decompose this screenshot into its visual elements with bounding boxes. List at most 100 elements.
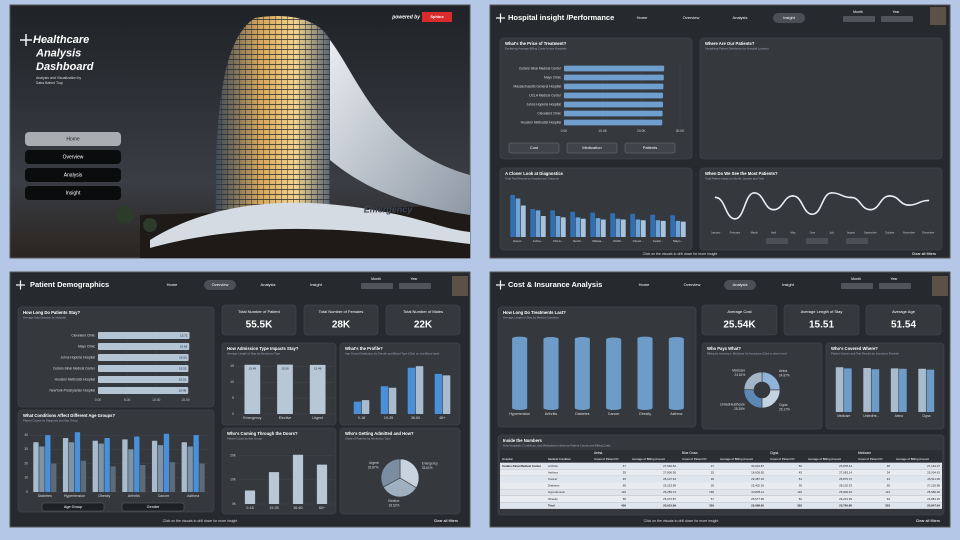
filter-dropdown[interactable] <box>841 283 873 289</box>
nav-button-bg[interactable] <box>25 168 121 182</box>
nav-button[interactable]: Insight <box>66 190 81 196</box>
bar <box>575 217 581 237</box>
line-point <box>830 191 833 194</box>
clear-filters[interactable]: Clear all filters <box>434 519 458 523</box>
toggle-button[interactable] <box>566 142 618 154</box>
bar <box>110 466 116 492</box>
table-cell: 18,605.95 <box>751 470 764 474</box>
filter-dropdown[interactable] <box>399 283 431 289</box>
table-cell: 47 <box>623 464 627 468</box>
table-cell: 57 <box>711 497 715 501</box>
table-cell: 51 <box>799 477 803 481</box>
table-cell: 27,806.95 <box>663 470 676 474</box>
bar <box>380 386 389 414</box>
table-cell: 34 <box>887 470 891 474</box>
toggle-label[interactable]: Medication <box>582 145 601 150</box>
x-tick-label: Elective <box>279 416 292 420</box>
powered-by: powered by <box>391 14 420 20</box>
filter-dropdown[interactable] <box>843 16 875 22</box>
nav-button[interactable]: Home <box>167 282 178 287</box>
bar <box>844 368 852 412</box>
filter-dropdown[interactable] <box>881 16 913 22</box>
kpi-label: Total Number of Males <box>403 309 443 314</box>
bar <box>187 446 193 492</box>
bar <box>899 368 907 412</box>
nav-button-bg[interactable] <box>25 186 121 200</box>
nav-button[interactable]: Insight <box>782 282 795 287</box>
bar <box>570 211 576 237</box>
x-tick-label: Arthritis <box>128 494 140 498</box>
cover-title: Dashboard <box>36 61 94 73</box>
kpi-value: 28K <box>332 320 351 331</box>
nav-button[interactable]: Home <box>639 282 650 287</box>
table-cell: 116 <box>797 490 802 494</box>
table-cell: 55 <box>623 470 627 474</box>
filter-dropdown[interactable] <box>361 283 393 289</box>
x-tick-label: Johns... <box>533 239 544 243</box>
bar <box>169 462 176 492</box>
y-tick-label: 30 <box>24 447 28 451</box>
x-tick-label: Medicare <box>837 414 850 418</box>
nav-button[interactable]: Overview <box>683 15 700 20</box>
x-tick-label: 60+ <box>319 506 325 510</box>
x-tick-label: 19-35 <box>384 416 393 420</box>
x-tick-label: April <box>771 231 777 235</box>
bar <box>515 198 521 237</box>
nav-button[interactable]: Overview <box>212 282 229 287</box>
data-label: 15.52 <box>179 366 187 370</box>
nav-button[interactable]: Analysis <box>733 15 748 20</box>
toggle-label[interactable]: Gender <box>147 505 160 509</box>
bar <box>244 490 256 504</box>
toggle-label[interactable]: Cost <box>530 145 539 150</box>
bar <box>151 440 158 492</box>
x-tick-label: November <box>903 231 915 235</box>
nav-button[interactable]: Analysis <box>64 172 83 178</box>
clear-filters[interactable]: Clear all filters <box>916 519 940 523</box>
nav-button[interactable]: Home <box>637 15 648 20</box>
toggle-label[interactable]: Patients <box>643 145 657 150</box>
period-button[interactable] <box>806 238 828 244</box>
nav-button[interactable]: Insight <box>783 15 796 20</box>
bar <box>39 446 45 492</box>
bar <box>564 83 664 90</box>
nav-button[interactable]: Insight <box>310 282 323 287</box>
toggle-button[interactable] <box>624 142 676 154</box>
table-column-header: Average of Billing Amount <box>896 457 929 461</box>
table-cell: 27,226.88 <box>927 484 940 488</box>
kpi-label: Average Length of Stay <box>801 309 843 314</box>
category-label: Mayo Clinic <box>544 75 561 79</box>
table-cell: 25 <box>711 470 715 474</box>
data-label: 15.71 <box>180 333 188 337</box>
nav-button-bg[interactable] <box>25 150 121 164</box>
bar <box>890 368 899 412</box>
table-cell: 36 <box>799 484 803 488</box>
clear-filters[interactable]: Clear all filters <box>912 252 936 256</box>
bar <box>98 331 190 340</box>
x-tick-label: May <box>791 231 797 235</box>
category-label: UCLA Medical Center <box>529 93 562 97</box>
filter-dropdown[interactable] <box>879 283 911 289</box>
toggle-button[interactable] <box>508 142 560 154</box>
period-button[interactable] <box>846 238 868 244</box>
nav-button[interactable]: Overview <box>684 282 701 287</box>
table-cell: 25,875.72 <box>839 477 852 481</box>
bar <box>51 463 57 492</box>
bar <box>98 443 104 492</box>
y-tick-label: 5 <box>232 396 234 400</box>
nav-button[interactable]: Analysis <box>733 282 748 287</box>
x-tick-label: North... <box>573 239 583 243</box>
nav-button-bg[interactable] <box>25 132 121 146</box>
x-tick-label: Obesity <box>639 412 651 416</box>
toggle-button[interactable] <box>121 502 185 512</box>
x-tick-label: 19-35 <box>269 506 278 510</box>
toggle-button[interactable] <box>41 502 105 512</box>
toggle-label[interactable]: Age Group <box>64 505 82 509</box>
nav-button[interactable]: Overview <box>63 154 84 160</box>
table-column-header: Count of Patient ID <box>594 457 618 461</box>
bar <box>434 373 443 414</box>
nav-button[interactable]: Analysis <box>261 282 276 287</box>
period-button[interactable] <box>766 238 788 244</box>
table-column-header: Medical Condition <box>548 457 571 461</box>
nav-button[interactable]: Home <box>66 136 80 142</box>
bar <box>560 217 566 237</box>
